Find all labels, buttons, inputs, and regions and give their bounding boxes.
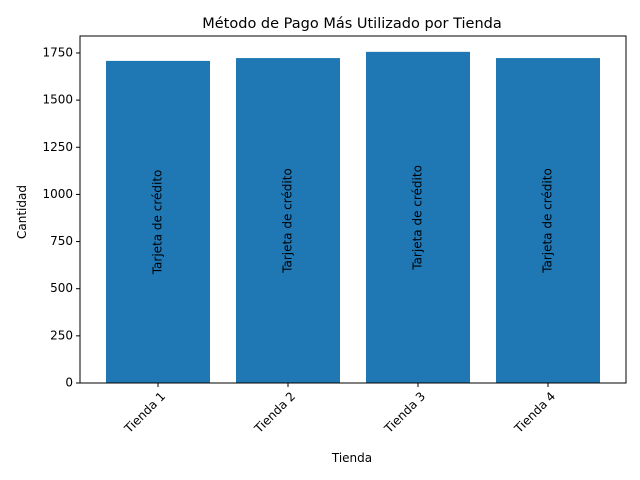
y-tick-label-2: 500: [50, 281, 73, 295]
x-tick-label-4: Tienda 4: [511, 389, 558, 436]
y-tick-label-3: 750: [50, 234, 73, 248]
bar-label-1: Tarjeta de crédito: [151, 170, 165, 276]
x-axis-label: Tienda: [331, 451, 372, 465]
bar-1: [106, 60, 210, 383]
y-tick-label-7: 1750: [42, 45, 73, 59]
plot-frame: [79, 35, 627, 384]
y-tick-label-0: 0: [65, 376, 73, 390]
chart-title: Método de Pago Más Utilizado por Tienda: [202, 16, 501, 32]
x-tick-label-2: Tienda 2: [251, 389, 298, 436]
bar-4: [496, 58, 600, 384]
bars-group: [106, 51, 600, 384]
y-axis: 0 250 500 750 1000 1250 1500 1750: [42, 45, 80, 390]
y-tick-label-1: 250: [50, 328, 73, 342]
x-axis: Tienda 1 Tienda 2 Tienda 3 Tienda 4: [121, 383, 558, 436]
bar-label-3: Tarjeta de crédito: [411, 165, 425, 271]
y-tick-label-4: 1000: [42, 187, 73, 201]
bar-label-2: Tarjeta de crédito: [281, 168, 295, 274]
bar-labels-group: Tarjeta de crédito Tarjeta de crédito Tarj…: [151, 165, 555, 275]
x-tick-label-1: Tienda 1: [121, 389, 168, 436]
bar-3: [366, 51, 470, 383]
bar-2: [236, 58, 340, 384]
y-tick-label-6: 1500: [42, 93, 73, 107]
bar-label-4: Tarjeta de crédito: [541, 168, 555, 274]
y-axis-label: Cantidad: [15, 185, 29, 239]
x-tick-label-3: Tienda 3: [381, 389, 428, 436]
y-tick-label-5: 1250: [42, 140, 73, 154]
